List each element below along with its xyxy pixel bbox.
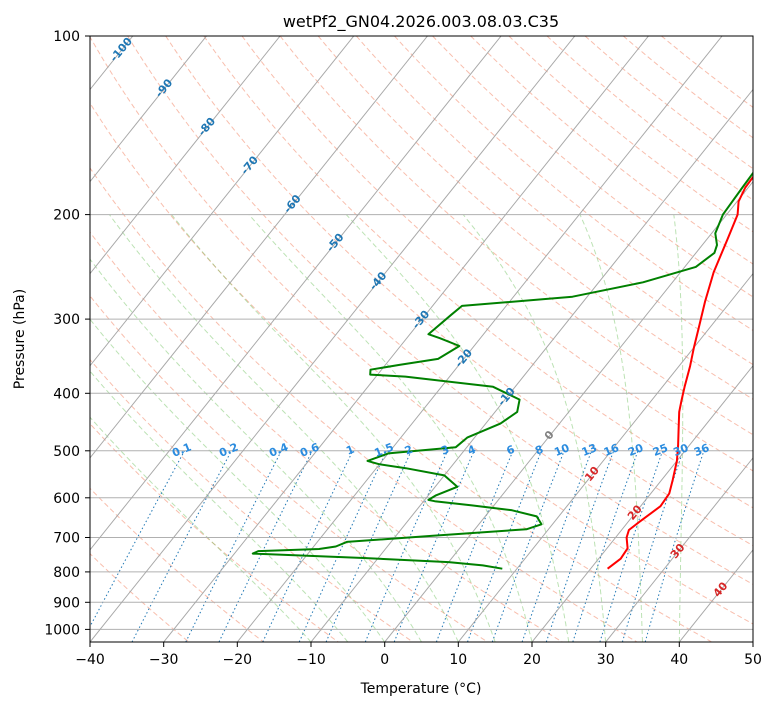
y-axis-ticks: 100 200 300 400 500 600 700 800 900 1000 bbox=[44, 29, 90, 638]
mixing-ratio-line bbox=[644, 450, 705, 642]
y-tick-label: 300 bbox=[53, 312, 80, 328]
mixing-ratio-line bbox=[90, 450, 185, 628]
temperature-profile bbox=[606, 175, 753, 570]
mixing-ratio-label: 36 bbox=[692, 441, 711, 459]
dry-adiabat bbox=[622, 36, 753, 139]
mixing-ratio-label: 1 bbox=[344, 443, 356, 458]
y-tick-label: 700 bbox=[53, 531, 80, 547]
dry-adiabat bbox=[90, 295, 488, 642]
mixing-ratio-line bbox=[364, 450, 448, 642]
moist-adiabat bbox=[462, 214, 607, 642]
dry-adiabat bbox=[584, 36, 753, 170]
isotherm bbox=[236, 36, 723, 642]
mixing-ratio-line bbox=[218, 450, 313, 642]
isotherm bbox=[90, 36, 207, 183]
y-tick-label: 100 bbox=[53, 29, 80, 45]
mixing-ratio-lines bbox=[90, 450, 705, 642]
moist-adiabat bbox=[90, 416, 312, 642]
y-tick-label: 1000 bbox=[44, 622, 80, 638]
x-axis-ticks: −40 −30 −20 −10 0 10 20 30 40 50 bbox=[75, 642, 762, 668]
x-tick-label: −30 bbox=[149, 652, 179, 668]
mixing-ratio-line bbox=[521, 450, 593, 642]
x-tick-label: 20 bbox=[523, 652, 541, 668]
x-tick-label: 50 bbox=[744, 652, 762, 668]
mixing-ratio-label: 30 bbox=[671, 441, 690, 459]
mixing-ratio-label: 25 bbox=[651, 441, 670, 459]
mixing-ratio-label: 8 bbox=[533, 443, 545, 458]
moist-adiabat bbox=[90, 318, 386, 642]
mixing-ratio-label: 3 bbox=[439, 443, 451, 458]
plot-area: -100-90-80-70-60-50-40-30-20-10010203040… bbox=[90, 36, 753, 642]
dry-adiabat bbox=[203, 36, 753, 509]
mixing-ratio-label: 20 bbox=[626, 441, 645, 459]
y-tick-label: 900 bbox=[53, 595, 80, 611]
mixing-ratio-label: 16 bbox=[602, 441, 621, 459]
isotherm bbox=[531, 364, 753, 642]
x-tick-label: −20 bbox=[223, 652, 253, 668]
dry-adiabat bbox=[317, 36, 753, 400]
moist-adiabats bbox=[90, 214, 684, 642]
x-axis-label: Temperature (°C) bbox=[360, 681, 482, 697]
isotherm bbox=[90, 36, 576, 642]
mixing-ratio-line bbox=[467, 450, 542, 642]
x-tick-label: 10 bbox=[449, 652, 467, 668]
x-tick-label: 40 bbox=[670, 652, 688, 668]
moist-adiabat bbox=[171, 214, 496, 642]
moist-adiabat bbox=[673, 214, 684, 642]
y-tick-label: 600 bbox=[53, 491, 80, 507]
moist-adiabat bbox=[248, 214, 533, 642]
y-tick-label: 800 bbox=[53, 565, 80, 581]
mixing-ratio-label: 10 bbox=[552, 441, 571, 459]
moist-adiabat bbox=[345, 214, 570, 642]
moist-adiabat bbox=[90, 258, 422, 642]
isotherm bbox=[310, 88, 753, 642]
dry-adiabat bbox=[127, 36, 753, 585]
isotherm bbox=[90, 36, 428, 459]
mixing-ratio-line bbox=[545, 450, 615, 642]
isotherms bbox=[90, 36, 753, 642]
isotherm bbox=[605, 457, 753, 642]
profiles bbox=[251, 171, 753, 570]
mixing-ratio-line bbox=[131, 450, 232, 642]
dry-adiabats bbox=[90, 36, 753, 642]
x-tick-label: −10 bbox=[296, 652, 326, 668]
mixing-ratio-line bbox=[572, 450, 639, 642]
isotherm bbox=[90, 36, 281, 275]
dry-adiabat bbox=[90, 36, 753, 625]
x-tick-label: 0 bbox=[380, 652, 389, 668]
chart-title: wetPf2_GN04.2026.003.08.03.C35 bbox=[283, 12, 559, 32]
mixing-ratio-line bbox=[185, 450, 282, 642]
moist-adiabat bbox=[579, 214, 643, 642]
isotherm bbox=[90, 36, 502, 551]
dry-adiabat bbox=[90, 231, 563, 642]
x-tick-label: 30 bbox=[597, 652, 615, 668]
isotherm bbox=[163, 36, 649, 642]
y-tick-label: 400 bbox=[53, 386, 80, 402]
mixing-ratio-line bbox=[621, 450, 684, 642]
dry-adiabat bbox=[90, 102, 712, 642]
mixing-ratio-line bbox=[491, 450, 565, 642]
isotherm bbox=[384, 180, 753, 642]
dewpoint-profile bbox=[251, 171, 753, 570]
isotherm bbox=[457, 272, 753, 642]
isotherm bbox=[90, 36, 355, 367]
plot-frame bbox=[89, 35, 754, 643]
y-tick-label: 500 bbox=[53, 444, 80, 460]
dry-adiabat bbox=[546, 36, 753, 201]
y-axis-label: Pressure (hPa) bbox=[12, 289, 28, 389]
mixing-ratio-labels: 0.1 0.2 0.4 0.6 1 1.5 2 3 4 6 8 10 13 16 20 25 30 36 bbox=[170, 440, 711, 459]
mixing-ratio-line bbox=[325, 450, 412, 642]
x-tick-label: −40 bbox=[75, 652, 105, 668]
moist-adiabat bbox=[108, 214, 459, 642]
y-tick-label: 200 bbox=[53, 208, 80, 224]
dry-adiabat bbox=[432, 36, 753, 298]
dry-adiabat bbox=[508, 36, 753, 233]
dry-adiabat bbox=[356, 36, 753, 366]
mixing-ratio-label: 2 bbox=[403, 443, 415, 458]
mixing-ratio-label: 13 bbox=[580, 441, 599, 459]
mixing-ratio-line bbox=[599, 450, 664, 642]
